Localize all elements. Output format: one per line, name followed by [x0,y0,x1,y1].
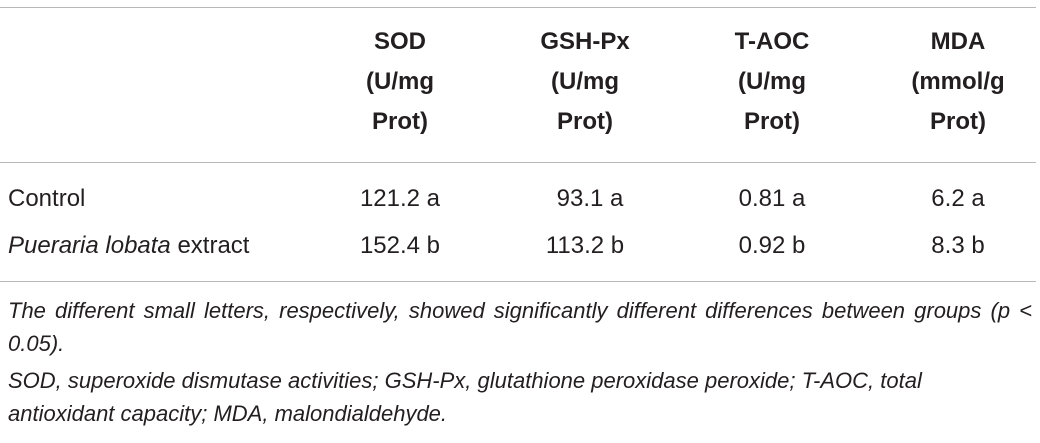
column-header-unit: (U/mg [551,68,619,95]
cell-control-gsh-px: 93.1 a [556,185,624,212]
table-header-rule [0,162,1036,163]
column-header-name: MDA [930,28,986,55]
row-label-control: Control [8,185,86,212]
column-header-unit: Prot) [372,108,428,135]
cell-control-t-aoc: 0.81 a [738,185,806,212]
column-header-sod: SOD (U/mg Prot) [340,22,460,142]
row-label-suffix: extract [170,232,250,259]
table-bottom-rule [0,281,1036,282]
cell-control-mda: 6.2 a [931,185,985,212]
column-header-unit: (U/mg [738,68,806,95]
table-top-rule [0,7,1036,8]
column-header-unit: Prot) [557,108,613,135]
column-header-t-aoc: T-AOC (U/mg Prot) [712,22,832,142]
column-header-unit: (U/mg [366,68,434,95]
footnote-significance: The different small letters, respectivel… [8,298,1032,356]
cell-extract-t-aoc: 0.92 b [738,232,806,259]
column-header-unit: (mmol/g [911,68,1005,95]
column-header-name: T-AOC [734,28,810,55]
row-label-pueraria-lobata-extract: Pueraria lobata extract [8,231,249,261]
footnote-abbreviations: SOD, superoxide dismutase activities; GS… [8,368,922,426]
row-label-species: Pueraria lobata [8,232,171,259]
column-header-unit: Prot) [930,108,986,135]
cell-extract-mda: 8.3 b [931,232,985,259]
cell-extract-gsh-px: 113.2 b [545,232,625,259]
column-header-mda: MDA (mmol/g Prot) [888,22,1028,142]
column-header-name: GSH-Px [540,28,630,55]
column-header-unit: Prot) [744,108,800,135]
cell-control-sod: 121.2 a [359,185,441,212]
column-header-gsh-px: GSH-Px (U/mg Prot) [520,22,650,142]
column-header-name: SOD [373,28,426,55]
cell-extract-sod: 152.4 b [359,232,441,259]
